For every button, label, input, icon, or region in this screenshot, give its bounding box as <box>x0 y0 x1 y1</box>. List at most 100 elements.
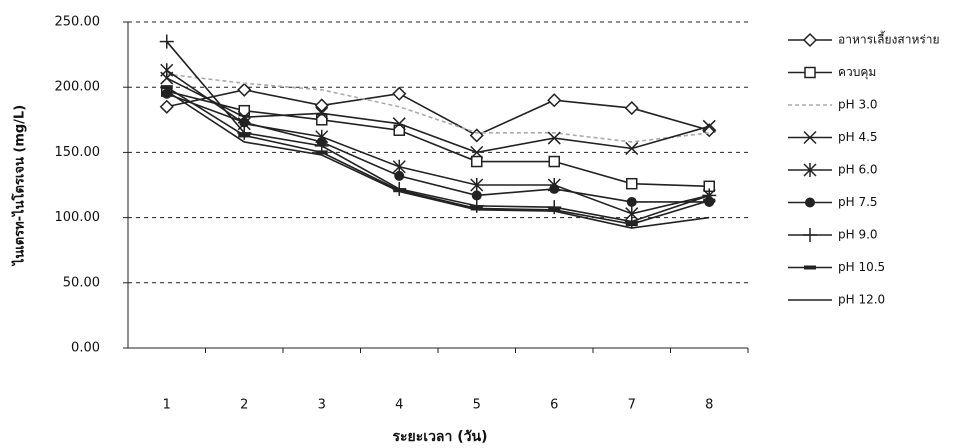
y-axis-label: ไนเตรท-ไนโตรเจน (mg/L) <box>11 105 28 267</box>
data-point <box>161 88 172 99</box>
series-line <box>166 77 710 154</box>
data-point <box>392 86 407 101</box>
marker-part <box>314 98 329 113</box>
series-line <box>166 90 710 229</box>
legend-item: pH 9.0 <box>788 228 878 242</box>
legend-label: pH 6.0 <box>838 163 878 177</box>
data-point <box>471 190 482 201</box>
legend-label: ควบคุม <box>838 65 876 80</box>
marker-part <box>239 117 250 128</box>
legend-label: pH 10.5 <box>838 260 885 274</box>
marker-part <box>471 155 483 168</box>
marker-part <box>548 155 560 168</box>
legend-item: pH 6.0 <box>788 163 878 177</box>
x-tick-label: 4 <box>395 398 403 413</box>
marker-part <box>238 104 250 117</box>
data-point <box>470 145 484 159</box>
data-point <box>626 196 637 207</box>
data-point <box>392 117 406 131</box>
marker-part <box>471 190 482 201</box>
legend-label: อาหารเลี้ยงสาหร่าย <box>838 31 940 47</box>
series-line <box>166 90 710 188</box>
series-line <box>166 86 710 225</box>
data-point <box>624 214 639 229</box>
data-point <box>159 99 174 114</box>
legend-label: pH 3.0 <box>838 98 878 112</box>
x-tick-label: 1 <box>163 398 171 413</box>
data-point <box>549 183 560 194</box>
marker-part <box>803 130 817 145</box>
data-point <box>469 198 484 213</box>
marker-part <box>394 170 405 181</box>
data-point <box>314 98 329 113</box>
legend-label: pH 7.5 <box>838 195 878 209</box>
data-point <box>239 117 250 128</box>
data-point <box>469 128 484 143</box>
marker-part <box>626 177 638 190</box>
y-tick-label: 0.00 <box>71 341 100 356</box>
x-tick-label: 3 <box>318 398 326 413</box>
marker-part <box>547 93 562 108</box>
marker-part <box>626 196 637 207</box>
marker-part <box>804 66 816 79</box>
marker-part <box>547 131 561 145</box>
x-tick-label: 6 <box>550 398 558 413</box>
data-point <box>471 155 483 168</box>
series-line <box>166 41 710 223</box>
series-line <box>166 88 710 137</box>
data-point <box>316 114 328 126</box>
data-point <box>547 131 561 145</box>
x-tick-label: 5 <box>473 398 481 413</box>
y-tick-label: 200.00 <box>55 80 101 95</box>
marker-part <box>624 101 639 116</box>
series-line <box>166 92 710 203</box>
y-tick-label: 50.00 <box>63 275 100 290</box>
marker-part <box>393 124 405 136</box>
x-axis-label: ระยะเวลา (วัน) <box>393 429 488 445</box>
data-point <box>393 124 405 136</box>
marker-part <box>392 86 407 101</box>
marker-part <box>805 197 815 208</box>
data-point <box>237 82 252 97</box>
data-point <box>470 178 484 192</box>
legend-label: pH 12.0 <box>838 293 885 307</box>
data-point <box>159 34 174 49</box>
legend-label: pH 4.5 <box>838 130 878 144</box>
legend-item: อาหารเลี้ยงสาหร่าย <box>788 31 940 48</box>
y-tick-label: 250.00 <box>55 15 101 30</box>
marker-part <box>702 119 716 133</box>
data-point <box>624 101 639 116</box>
data-point <box>160 63 174 78</box>
legend-item: ควบคุม <box>788 65 876 80</box>
x-tick-label: 7 <box>628 398 636 413</box>
marker-part <box>549 183 560 194</box>
marker-part <box>392 117 406 131</box>
marker-part <box>470 145 484 159</box>
y-tick-label: 150.00 <box>55 145 101 160</box>
legend-item: pH 3.0 <box>788 98 878 112</box>
data-point <box>626 177 638 190</box>
x-tick-label: 8 <box>705 398 713 413</box>
marker-part <box>469 128 484 143</box>
legend-item: pH 7.5 <box>788 195 878 209</box>
data-point <box>547 93 562 108</box>
series-line <box>166 73 710 143</box>
data-point <box>315 106 329 120</box>
x-tick-label: 2 <box>240 398 248 413</box>
data-point <box>394 170 405 181</box>
data-point <box>702 119 716 133</box>
legend-item: pH 12.0 <box>788 293 885 307</box>
data-point <box>238 104 250 117</box>
legend-label: pH 9.0 <box>838 228 878 242</box>
legend-item: pH 4.5 <box>788 130 878 145</box>
marker-part <box>159 99 174 114</box>
marker-part <box>161 88 172 99</box>
marker-part <box>802 32 818 48</box>
marker-part <box>625 141 639 156</box>
legend-item: pH 10.5 <box>788 260 885 274</box>
y-tick-label: 100.00 <box>55 210 101 225</box>
marker-part <box>315 106 329 120</box>
data-point <box>548 155 560 168</box>
data-point <box>625 141 639 156</box>
